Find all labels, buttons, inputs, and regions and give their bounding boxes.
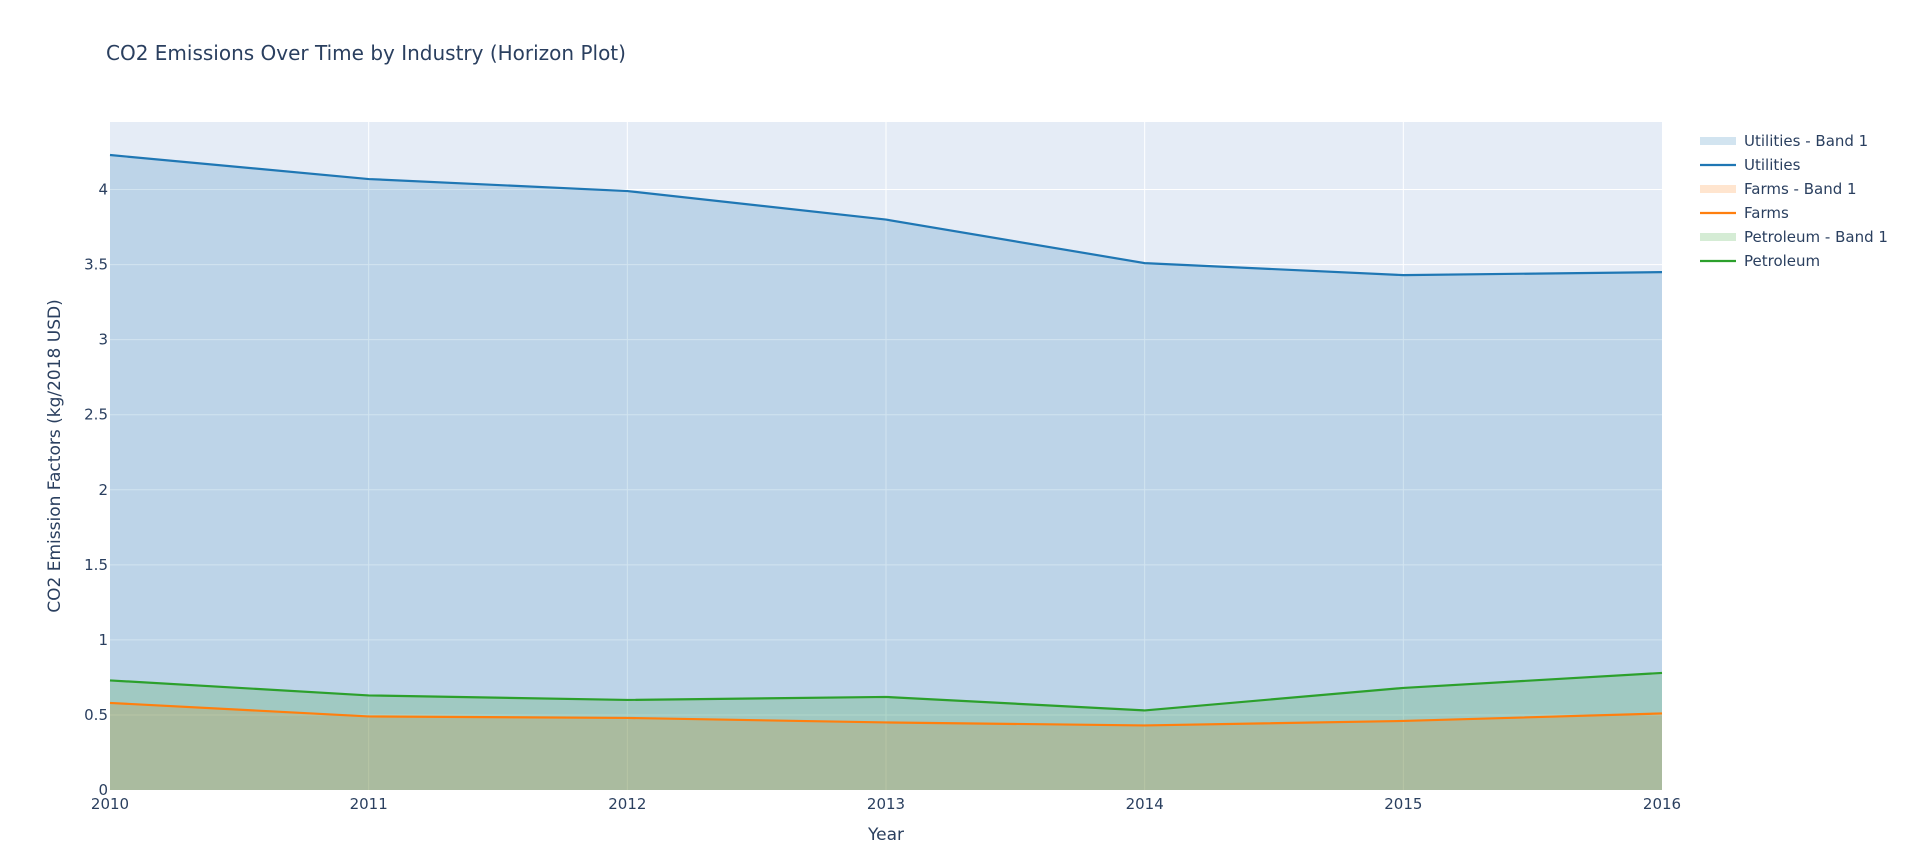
legend-label: Farms - Band 1 (1744, 180, 1857, 198)
band-area-farms (110, 702, 1662, 790)
y-tick-label: 2.5 (84, 406, 108, 424)
series-line-utilities (109, 153, 1663, 277)
y-axis-title: CO2 Emission Factors (kg/2018 USD) (45, 299, 65, 612)
series-lines (109, 153, 1663, 727)
legend-label: Utilities (1744, 156, 1801, 174)
chart-title: CO2 Emissions Over Time by Industry (Hor… (106, 41, 626, 65)
y-tick-label: 0 (98, 781, 108, 799)
y-tick-label: 1 (98, 631, 108, 649)
legend-label: Farms (1744, 204, 1789, 222)
legend-label: Utilities - Band 1 (1744, 132, 1868, 150)
legend: Utilities - Band 1 Utilities Farms - Band … (1700, 132, 1888, 270)
y-axis-ticks: 0 0.5 1 1.5 2 2.5 3 3.5 4 (84, 181, 108, 799)
x-tick-label: 2013 (867, 795, 905, 813)
x-tick-label: 2012 (608, 795, 646, 813)
x-tick-label: 2014 (1126, 795, 1164, 813)
legend-swatch-band (1700, 233, 1736, 241)
legend-swatch-band (1700, 137, 1736, 145)
legend-label: Petroleum - Band 1 (1744, 228, 1888, 246)
x-axis-ticks: 2010 2011 2012 2013 2014 2015 2016 (91, 795, 1681, 813)
y-tick-label: 1.5 (84, 556, 108, 574)
y-tick-label: 3.5 (84, 256, 108, 274)
legend-swatch-band (1700, 185, 1736, 193)
legend-label: Petroleum (1744, 252, 1820, 270)
x-tick-label: 2016 (1643, 795, 1681, 813)
series-line-farms (109, 701, 1663, 727)
x-axis-title: Year (867, 825, 904, 845)
x-tick-label: 2010 (91, 795, 129, 813)
y-tick-label: 3 (98, 331, 108, 349)
grid-lines (110, 122, 1662, 790)
band-area-petroleum (110, 672, 1662, 790)
x-tick-label: 2011 (350, 795, 388, 813)
band-area-utilities (110, 155, 1662, 790)
y-tick-label: 0.5 (84, 706, 108, 724)
band-areas (110, 155, 1662, 790)
x-tick-label: 2015 (1384, 795, 1422, 813)
series-line-petroleum (109, 671, 1663, 712)
y-tick-label: 4 (98, 181, 108, 199)
y-tick-label: 2 (98, 481, 108, 499)
